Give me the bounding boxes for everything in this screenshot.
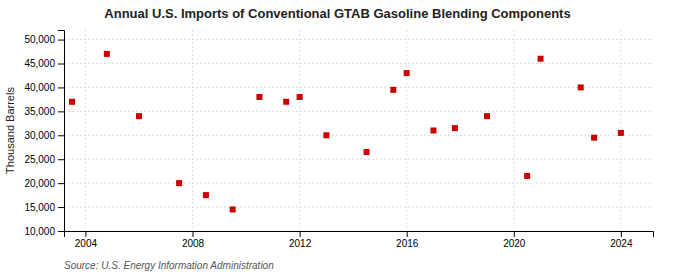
square-point (104, 51, 110, 57)
tick-label: 25,000 (24, 154, 55, 165)
tick-label: 2012 (289, 238, 312, 249)
grid-line (299, 30, 300, 231)
tick: 2004 (75, 231, 98, 249)
tick-label: 45,000 (24, 58, 55, 69)
tick-mark (58, 207, 64, 208)
grid-line (64, 63, 653, 64)
axis-line (65, 232, 654, 238)
square-point (430, 128, 436, 134)
grid-line (64, 87, 653, 88)
tick: 30,000 (24, 130, 64, 141)
tick-label: 40,000 (24, 82, 55, 93)
square-point (203, 192, 209, 198)
grid-line (64, 39, 653, 40)
tick-mark (514, 231, 515, 237)
grid-line (64, 159, 653, 160)
y-axis: 10,000 15,000 20,000 25,000 30,000 35,000 40,0… (24, 31, 64, 237)
square-point (390, 87, 396, 93)
plot: 2004 2008 2012 2016 2020 2024 10,000 15,000 20,0… (24, 30, 653, 249)
tick: 2012 (289, 231, 312, 249)
tick: 2016 (396, 231, 419, 249)
tick-mark (58, 231, 64, 232)
tick-label: 2024 (610, 238, 633, 249)
grid-line (513, 30, 514, 231)
tick-mark (58, 135, 64, 136)
tick-label: 30,000 (24, 130, 55, 141)
tick: 10,000 (24, 226, 64, 237)
tick: 15,000 (24, 202, 64, 213)
square-point (452, 125, 458, 131)
tick-label: 2004 (75, 238, 98, 249)
title: Annual U.S. Imports of Conventional GTAB… (104, 6, 570, 21)
tick-mark (193, 231, 194, 237)
chart: 2004 2008 2012 2016 2020 2024 10,000 15,000 20,0… (0, 0, 675, 275)
tick: 20,000 (24, 178, 64, 189)
tick-mark (85, 231, 86, 237)
square-point (618, 130, 624, 136)
tick-label: 2016 (396, 238, 419, 249)
tick-label: 2020 (503, 238, 526, 249)
tick-mark (58, 111, 64, 112)
grid-line (406, 30, 407, 231)
grid-line (64, 207, 653, 208)
tick-mark (58, 87, 64, 88)
square-point (404, 70, 410, 76)
tick-label: 50,000 (24, 34, 55, 45)
square-point (538, 56, 544, 62)
grid-line (64, 183, 653, 184)
tick-mark (58, 64, 64, 65)
square-point (364, 149, 370, 155)
tick: 2024 (610, 231, 633, 249)
square-point (136, 113, 142, 119)
tick-mark (621, 231, 622, 237)
tick: 25,000 (24, 154, 64, 165)
square-point (256, 94, 262, 100)
source: Source: U.S. Energy Information Administ… (64, 260, 274, 271)
tick-mark (58, 183, 64, 184)
tick-mark (58, 159, 64, 160)
square-point (230, 206, 236, 212)
square-point (69, 99, 75, 105)
grid-line (85, 30, 86, 231)
x-axis: 2004 2008 2012 2016 2020 2024 (65, 231, 654, 249)
tick-mark (58, 40, 64, 41)
points (69, 51, 624, 213)
tick-mark (300, 231, 301, 237)
tick-label: 2008 (182, 238, 205, 249)
square-point (484, 113, 490, 119)
tick-label: 10,000 (24, 226, 55, 237)
tick: 40,000 (24, 82, 64, 93)
grid-line (64, 111, 653, 112)
y-axis-title: Thousand Barrels (4, 87, 16, 174)
square-point (591, 135, 597, 141)
tick: 50,000 (24, 34, 64, 45)
tick: 2008 (182, 231, 205, 249)
tick: 2020 (503, 231, 526, 249)
grid-line (192, 30, 193, 231)
tick: 35,000 (24, 106, 64, 117)
grid (64, 30, 653, 231)
tick: 45,000 (24, 58, 64, 69)
square-point (283, 99, 289, 105)
grid-line (64, 135, 653, 136)
axis-line (58, 31, 65, 232)
square-point (323, 132, 329, 138)
square-point (524, 173, 530, 179)
tick-label: 15,000 (24, 202, 55, 213)
square-point (176, 180, 182, 186)
square-point (297, 94, 303, 100)
tick-label: 35,000 (24, 106, 55, 117)
square-point (578, 84, 584, 90)
tick-label: 20,000 (24, 178, 55, 189)
tick-mark (407, 231, 408, 237)
